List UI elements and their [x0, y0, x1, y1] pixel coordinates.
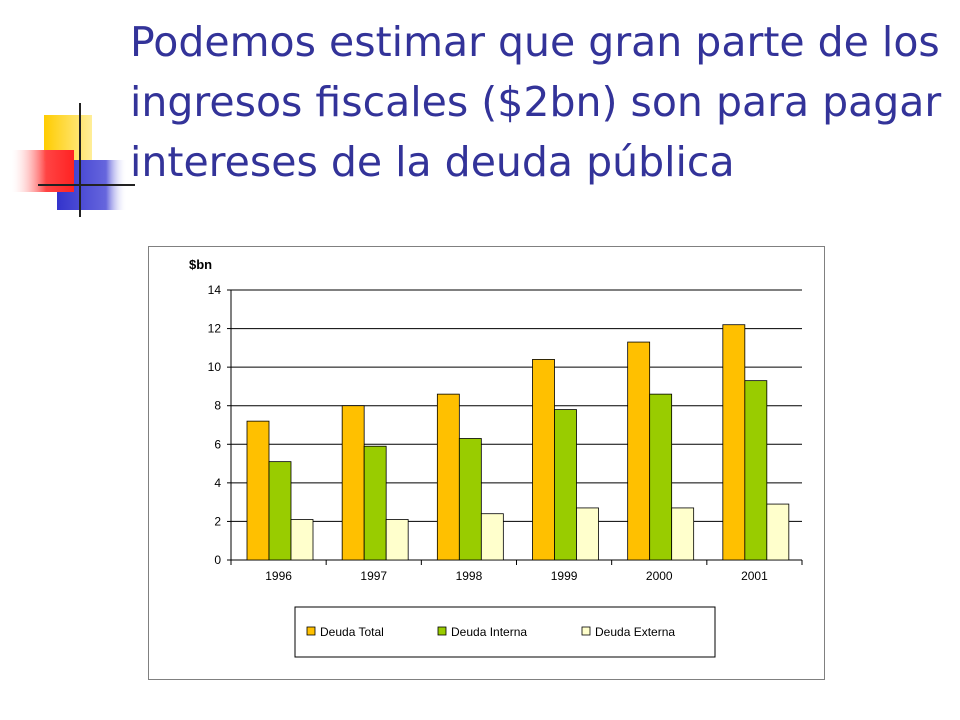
x-tick-label: 2000 [646, 569, 673, 583]
x-tick-label: 2001 [741, 569, 768, 583]
y-tick-label: 12 [208, 322, 222, 336]
legend-label: Deuda Total [320, 625, 384, 639]
bar-deuda-externa-1998 [480, 513, 504, 561]
y-axis-label: $bn [189, 257, 212, 272]
bar-deuda-interna-2000 [649, 393, 673, 561]
y-tick-label: 4 [214, 476, 221, 490]
bar-deuda-interna-1997 [363, 445, 387, 561]
bar-deuda-externa-1999 [576, 507, 599, 561]
y-tick-label: 8 [214, 399, 221, 413]
bar-deuda-total-2000 [627, 341, 651, 561]
bar-deuda-total-1999 [532, 359, 555, 561]
slide-title: Podemos estimar que gran parte de los in… [130, 18, 942, 186]
y-tick-label: 10 [208, 360, 222, 374]
bar-deuda-interna-1999 [554, 409, 577, 561]
bar-deuda-externa-2001 [766, 503, 790, 561]
legend-swatch-deuda-externa [581, 626, 591, 636]
bar-deuda-interna-1996 [268, 461, 292, 561]
y-tick-label: 2 [214, 514, 221, 528]
y-tick-label: 0 [214, 553, 221, 567]
chart-area: 0 2 4 6 8 10 12 14 $bn 1996 1997 1998 1999 2000 2001 De… [148, 246, 825, 680]
legend-box [294, 606, 716, 658]
y-tick-label: 6 [214, 437, 221, 451]
bar-deuda-interna-1998 [458, 438, 482, 561]
bar-deuda-total-1997 [341, 405, 365, 561]
legend-swatch-deuda-interna [437, 626, 447, 636]
x-tick-label: 1997 [360, 569, 387, 583]
x-tick-label: 1999 [551, 569, 578, 583]
y-tick-label: 14 [208, 283, 222, 297]
bar-deuda-externa-1997 [385, 519, 409, 561]
x-tick-label: 1998 [456, 569, 483, 583]
bar-deuda-total-1998 [436, 393, 460, 561]
legend-label: Deuda Interna [451, 625, 527, 639]
bar-deuda-externa-2000 [671, 507, 695, 561]
legend-label: Deuda Externa [595, 625, 675, 639]
bar-deuda-interna-2001 [744, 380, 768, 561]
legend-swatch-deuda-total [306, 626, 316, 636]
bar-deuda-total-2001 [722, 324, 746, 561]
slide-decoration [12, 103, 135, 217]
x-tick-label: 1996 [265, 569, 292, 583]
bar-deuda-externa-1996 [290, 519, 314, 561]
bar-chart: 0 2 4 6 8 10 12 14 $bn 1996 1997 1998 1999 2000 2001 De… [189, 257, 803, 658]
bar-deuda-total-1996 [246, 420, 270, 561]
